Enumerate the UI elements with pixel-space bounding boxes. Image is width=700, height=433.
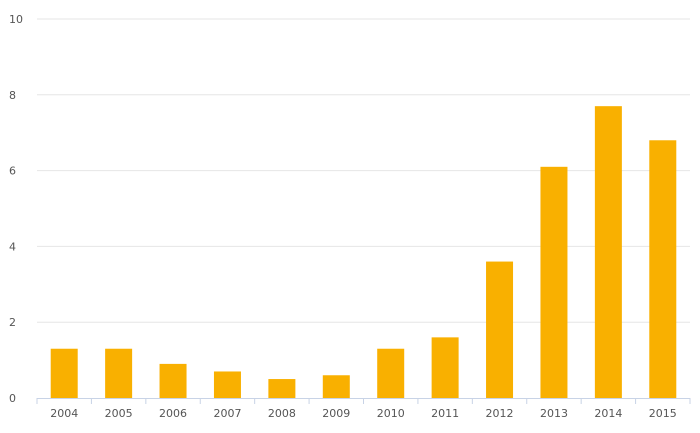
bar-2014[interactable] (594, 106, 622, 399)
x-tick-label: 2006 (159, 407, 187, 420)
bar-2013[interactable] (540, 166, 568, 398)
x-tick-label: 2015 (649, 407, 677, 420)
x-tick-label: 2013 (540, 407, 568, 420)
bar-2012[interactable] (486, 261, 514, 398)
y-tick-label: 10 (9, 13, 23, 26)
y-tick-label: 4 (9, 240, 16, 253)
y-tick-label: 8 (9, 89, 16, 102)
x-tick-label: 2008 (268, 407, 296, 420)
bar-2010[interactable] (377, 348, 405, 398)
bar-2004[interactable] (50, 348, 78, 398)
bar-2009[interactable] (322, 375, 350, 398)
bar-2015[interactable] (649, 140, 677, 398)
y-tick-label: 0 (9, 392, 16, 405)
x-tick-label: 2005 (105, 407, 133, 420)
x-tick-label: 2011 (431, 407, 459, 420)
x-tick-label: 2007 (213, 407, 241, 420)
bar-2006[interactable] (159, 363, 187, 398)
bar-2005[interactable] (105, 348, 133, 398)
bar-2011[interactable] (431, 337, 459, 398)
x-tick-label: 2012 (486, 407, 514, 420)
x-tick-label: 2004 (50, 407, 78, 420)
x-tick-label: 2009 (322, 407, 350, 420)
x-tick-label: 2014 (594, 407, 622, 420)
bar-2008[interactable] (268, 379, 296, 398)
bar-2007[interactable] (213, 371, 241, 398)
y-tick-label: 2 (9, 316, 16, 329)
y-tick-label: 6 (9, 165, 16, 178)
x-tick-label: 2010 (377, 407, 405, 420)
